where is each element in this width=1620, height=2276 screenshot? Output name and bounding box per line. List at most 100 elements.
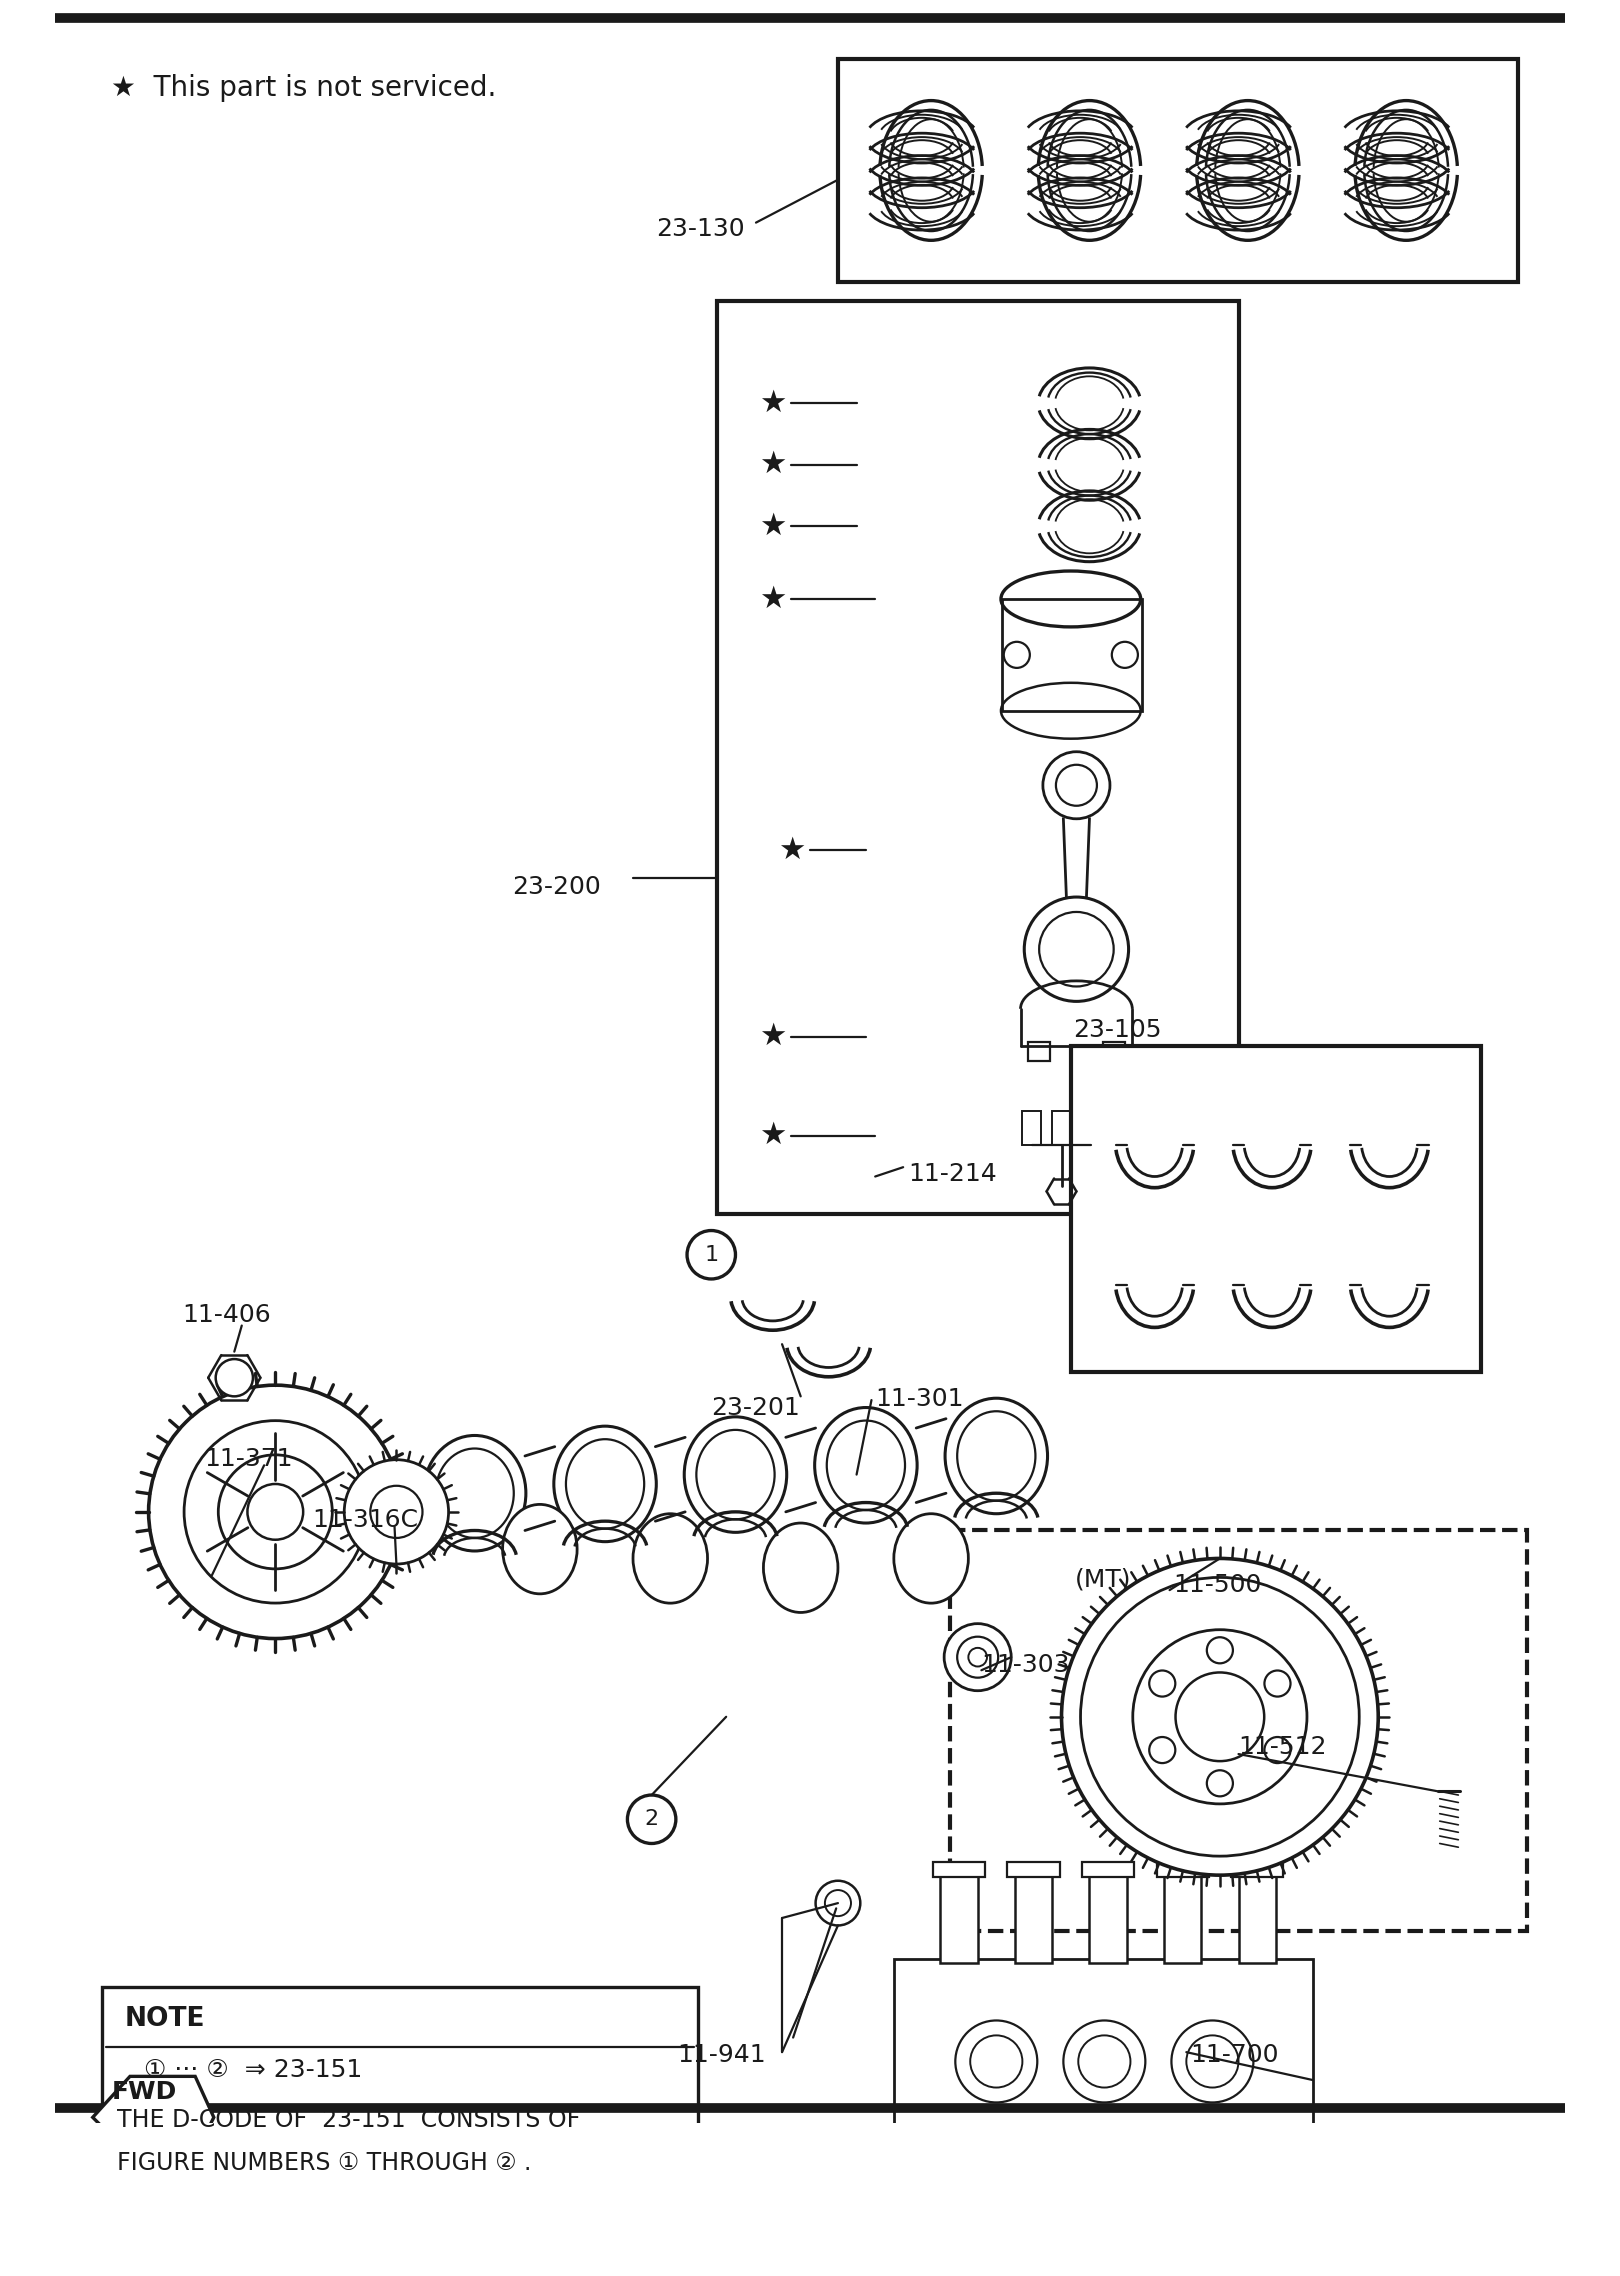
Text: ★: ★ [760, 1022, 786, 1052]
Ellipse shape [436, 1448, 514, 1539]
Circle shape [1043, 751, 1110, 819]
Circle shape [1149, 1671, 1176, 1696]
Circle shape [1081, 1577, 1359, 1857]
Text: 11-371: 11-371 [204, 1448, 293, 1470]
Circle shape [1038, 913, 1113, 986]
Text: 23-200: 23-200 [512, 874, 601, 899]
Bar [1029, 1042, 1050, 1061]
Ellipse shape [697, 1429, 774, 1520]
Bar [838, 59, 1518, 282]
Text: 1: 1 [705, 1245, 718, 1265]
Text: 11-500: 11-500 [1173, 1573, 1262, 1598]
Circle shape [1061, 1559, 1379, 1875]
Bar [1016, 1866, 1053, 1962]
Circle shape [815, 1880, 860, 1925]
Circle shape [1265, 1671, 1291, 1696]
Circle shape [1024, 897, 1129, 1001]
Text: 2: 2 [645, 1809, 659, 1830]
Circle shape [215, 1359, 253, 1397]
Ellipse shape [633, 1514, 708, 1602]
Circle shape [970, 2035, 1022, 2087]
Circle shape [248, 1484, 303, 1541]
Circle shape [343, 1459, 449, 1564]
Text: 11-700: 11-700 [1191, 2044, 1278, 2067]
Text: ★: ★ [760, 512, 786, 542]
Text: 11-316C: 11-316C [313, 1509, 418, 1532]
Bar [1157, 1862, 1209, 1878]
Text: ★: ★ [760, 585, 786, 615]
Circle shape [219, 1454, 332, 1568]
Text: 23-201: 23-201 [711, 1397, 800, 1420]
Ellipse shape [815, 1407, 917, 1523]
Ellipse shape [957, 1411, 1035, 1500]
Ellipse shape [423, 1436, 526, 1550]
Bar [1231, 1862, 1283, 1878]
Ellipse shape [894, 1514, 969, 1602]
Text: 23-105: 23-105 [1072, 1017, 1162, 1042]
Circle shape [371, 1486, 423, 1539]
Circle shape [956, 2021, 1037, 2103]
Circle shape [149, 1386, 402, 1639]
Text: 11-941: 11-941 [677, 2044, 766, 2067]
Circle shape [1149, 1737, 1176, 1764]
Text: ★: ★ [760, 389, 786, 419]
Bar [1071, 1047, 1481, 1372]
Bar [1082, 1862, 1134, 1878]
Circle shape [1207, 1771, 1233, 1796]
Text: FWD: FWD [112, 2080, 177, 2103]
Circle shape [944, 1623, 1011, 1691]
Circle shape [1063, 2021, 1145, 2103]
Text: (MT): (MT) [1074, 1568, 1131, 1591]
Ellipse shape [684, 1418, 787, 1532]
Text: 11-303: 11-303 [982, 1652, 1069, 1677]
Text: 23-130: 23-130 [656, 216, 745, 241]
Text: 11-406: 11-406 [181, 1304, 271, 1327]
Bar [1001, 599, 1142, 710]
Bar [933, 1862, 985, 1878]
Text: 11-512: 11-512 [1239, 1734, 1327, 1759]
Circle shape [185, 1420, 366, 1602]
Text: ★: ★ [778, 835, 805, 865]
Bar [1090, 1866, 1128, 1962]
Ellipse shape [554, 1427, 656, 1541]
Text: 11-214: 11-214 [909, 1161, 998, 1186]
Bar [1239, 1866, 1277, 1962]
Text: THE D-CODE OF  23-151  CONSISTS OF: THE D-CODE OF 23-151 CONSISTS OF [117, 2108, 580, 2133]
Text: 11-301: 11-301 [875, 1386, 964, 1411]
Bar [1082, 1111, 1100, 1145]
Ellipse shape [826, 1420, 906, 1509]
Ellipse shape [763, 1523, 838, 1611]
Bar [102, 1987, 698, 2201]
Text: ★: ★ [760, 451, 786, 480]
Circle shape [825, 1889, 851, 1916]
Bar [1022, 1111, 1042, 1145]
Text: NOTE: NOTE [125, 2005, 204, 2032]
Bar [1053, 1111, 1071, 1145]
Circle shape [1056, 765, 1097, 806]
Polygon shape [92, 2076, 214, 2155]
Circle shape [1176, 1673, 1264, 1762]
Ellipse shape [944, 1397, 1048, 1514]
Circle shape [1186, 2035, 1239, 2087]
Circle shape [627, 1796, 676, 1844]
Circle shape [1004, 642, 1030, 667]
Circle shape [1265, 1737, 1291, 1764]
Bar [1103, 1042, 1124, 1061]
Bar [894, 1960, 1314, 2201]
Bar [1008, 1862, 1059, 1878]
Bar [941, 1866, 978, 1962]
Circle shape [957, 1636, 998, 1677]
Text: FIGURE NUMBERS ① THROUGH ② .: FIGURE NUMBERS ① THROUGH ② . [117, 2151, 531, 2176]
Circle shape [1132, 1630, 1307, 1805]
Circle shape [1207, 1636, 1233, 1664]
Bar [716, 300, 1239, 1213]
Bar [1165, 1866, 1202, 1962]
Text: ★: ★ [760, 1122, 786, 1149]
Circle shape [969, 1648, 987, 1666]
Circle shape [1171, 2021, 1254, 2103]
Text: ★  This part is not serviced.: ★ This part is not serviced. [112, 73, 497, 102]
Circle shape [1079, 2035, 1131, 2087]
Bar [949, 1529, 1528, 1930]
Circle shape [687, 1231, 735, 1279]
Ellipse shape [565, 1438, 645, 1529]
